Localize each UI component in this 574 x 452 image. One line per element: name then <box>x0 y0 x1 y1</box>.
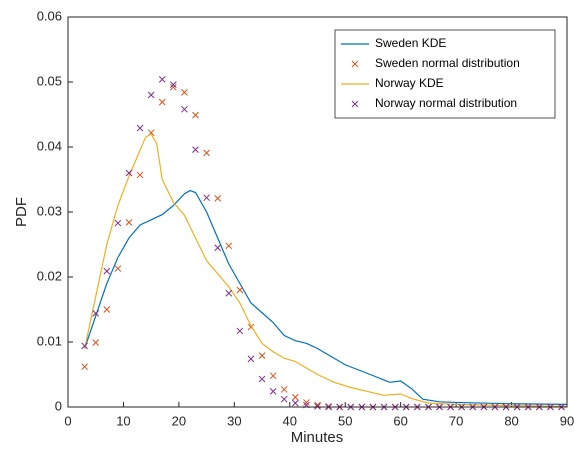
marker <box>181 89 188 96</box>
marker <box>280 395 288 403</box>
marker <box>181 105 188 113</box>
line-series <box>84 133 568 407</box>
marker <box>236 327 244 335</box>
x-tick-label: 10 <box>116 413 130 428</box>
marker <box>103 306 111 313</box>
marker <box>291 399 299 407</box>
x-tick-label: 40 <box>283 413 297 428</box>
x-tick-label: 90 <box>560 413 574 428</box>
marker <box>158 76 166 83</box>
y-tick-label: 0.05 <box>37 73 62 88</box>
marker <box>303 399 310 406</box>
y-tick-label: 0 <box>55 398 62 413</box>
marker <box>247 355 255 363</box>
legend-marker <box>351 60 359 68</box>
marker <box>269 388 277 395</box>
y-tick-label: 0.01 <box>37 333 62 348</box>
marker <box>236 286 244 294</box>
y-axis-label: PDF <box>13 197 30 227</box>
marker <box>225 289 233 297</box>
legend-marker <box>351 100 359 108</box>
y-tick-label: 0.02 <box>37 268 62 283</box>
marker <box>147 91 155 99</box>
x-tick-label: 50 <box>338 413 352 428</box>
marker <box>291 393 299 401</box>
plot-frame <box>67 16 568 408</box>
marker <box>258 352 266 360</box>
marker <box>314 402 321 410</box>
legend-label: Sweden KDE <box>375 36 446 50</box>
marker <box>203 194 210 202</box>
marker <box>203 149 210 157</box>
marker <box>269 372 277 380</box>
marker <box>92 339 100 347</box>
marker <box>136 171 144 179</box>
legend-label: Norway KDE <box>375 76 444 90</box>
x-tick-label: 30 <box>227 413 241 428</box>
marker <box>125 169 133 177</box>
marker <box>225 242 233 250</box>
marker <box>125 219 133 226</box>
marker <box>169 83 177 91</box>
x-axis-label: Minutes <box>291 429 344 446</box>
marker <box>103 267 111 275</box>
marker <box>114 265 122 272</box>
marker <box>114 219 122 227</box>
marker <box>280 386 288 393</box>
y-tick-label: 0.04 <box>37 138 62 153</box>
y-tick-label: 0.06 <box>37 8 62 23</box>
y-tick-label: 0.03 <box>37 203 62 218</box>
x-tick-label: 70 <box>449 413 463 428</box>
marker <box>192 111 199 119</box>
marker <box>258 375 266 383</box>
line-series <box>84 189 568 405</box>
x-tick-label: 0 <box>64 413 71 428</box>
marker <box>81 363 88 371</box>
marker <box>92 310 100 317</box>
marker <box>158 98 166 106</box>
x-tick-label: 60 <box>393 413 407 428</box>
marker <box>81 342 88 350</box>
x-tick-label: 20 <box>172 413 186 428</box>
marker <box>136 124 144 132</box>
legend-label: Norway normal distribution <box>375 96 517 110</box>
legend: Sweden KDE Sweden normal distribution Norw… <box>334 29 556 119</box>
marker <box>192 146 199 153</box>
marker <box>169 81 177 88</box>
marker <box>214 244 222 252</box>
legend-box <box>334 29 556 119</box>
x-tick-label: 80 <box>504 413 518 428</box>
marker <box>214 194 222 202</box>
legend-label: Sweden normal distribution <box>375 56 520 70</box>
